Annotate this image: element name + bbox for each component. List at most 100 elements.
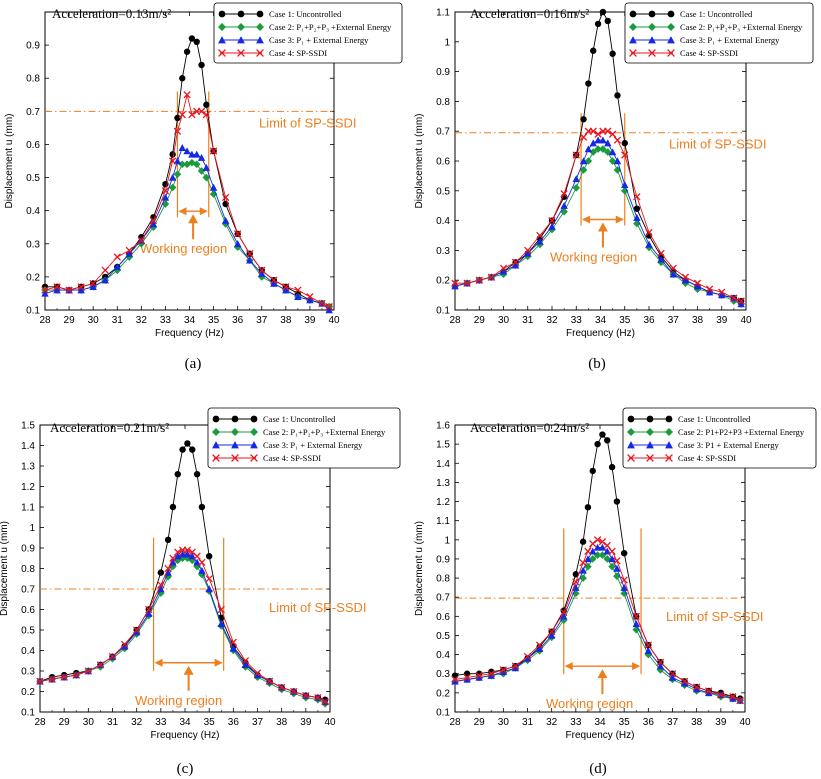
series-case-2-line: [454, 148, 742, 305]
series-case-1-point: [594, 440, 601, 448]
series-case-3-point: [705, 288, 714, 296]
legend-marker-4: [212, 454, 220, 462]
legend: Case 1: Uncontrolled Case 2: P1+P2+P3 +Ex…: [622, 407, 817, 469]
working-region-arrowhead-right: [632, 662, 641, 671]
series-case-3-point: [579, 157, 588, 165]
series-case-4-point: [608, 130, 617, 138]
series-case-4-point: [589, 539, 597, 548]
series-case-4-point: [265, 677, 274, 685]
series-case-1-point: [184, 440, 191, 447]
working-region-arrowhead-left: [564, 662, 573, 671]
series-case-4-point: [705, 687, 713, 695]
series-case-4-point: [193, 552, 201, 560]
series-case-4-point: [282, 283, 290, 291]
series-case-3-point: [164, 568, 172, 576]
series-case-4-point: [294, 286, 302, 294]
y-tick-label: 0.3: [26, 239, 40, 250]
series-case-4-point: [718, 288, 726, 296]
series-case-4-point: [613, 136, 622, 144]
legend-label-4: Case 4: SP-SSDI: [680, 48, 738, 58]
series-case-3-point: [178, 550, 187, 558]
series-case-3-point: [693, 282, 702, 290]
y-tick-label: 0.3: [21, 667, 35, 678]
chart-panel-3: 28 29 30 31 32 33 34 35 36 37 38 39 40 0.1 0.2 0.3 0.4 0.…: [0, 407, 401, 777]
legend-marker-2: [250, 428, 258, 436]
series-case-3-point: [174, 552, 182, 560]
series-case-2-point: [603, 555, 612, 563]
series-case-1: [41, 35, 333, 310]
x-tick-label: 29: [59, 717, 71, 728]
series-case-3-point: [599, 136, 607, 144]
x-axis-label: Frequency (Hz): [151, 730, 220, 741]
legend-marker-2: [665, 428, 673, 436]
y-tick-label: 1.5: [21, 421, 35, 432]
x-tick-label: 40: [740, 315, 752, 326]
x-tick-label: 35: [619, 717, 631, 728]
series-case-4-point: [536, 231, 544, 240]
series-case-3-point: [692, 685, 701, 693]
x-tick-label: 38: [276, 717, 288, 728]
series-case-2-point: [579, 574, 587, 582]
x-tick-label: 39: [716, 315, 728, 326]
x-tick-label: 36: [643, 315, 655, 326]
series-case-3-point: [589, 547, 597, 555]
series-case-4-point: [48, 675, 56, 683]
y-tick-label: 0.7: [436, 127, 450, 138]
y-tick-label: 0.7: [21, 585, 35, 596]
y-tick-label: 1.2: [436, 497, 450, 508]
series-case-4-point: [157, 581, 165, 589]
series-case-4-point: [560, 190, 568, 198]
series-case-4-point: [705, 285, 714, 293]
legend-marker-1: [648, 10, 656, 18]
working-region-pointer-head: [183, 665, 194, 675]
series-case-2-point: [178, 160, 187, 169]
legend-label-1: Case 1: Uncontrolled: [680, 9, 753, 19]
x-tick-label: 33: [160, 315, 172, 326]
series-case-4-point: [202, 110, 211, 119]
series-case-2-point: [608, 562, 616, 571]
x-tick-label: 34: [594, 717, 606, 728]
series-case-4-point: [120, 640, 129, 649]
series-case-2-point: [572, 184, 581, 192]
series-case-2-point: [188, 158, 196, 167]
series-case-4-point: [234, 230, 242, 238]
series-case-2-point: [620, 187, 629, 195]
x-tick-label: 31: [522, 717, 534, 728]
legend-marker-1: [646, 415, 654, 423]
legend-marker-1: [218, 10, 226, 18]
legend-label-3: Case 3: P₁ + External Energy: [269, 35, 369, 45]
series-case-3-point: [178, 144, 186, 151]
series-case-4-point: [548, 216, 556, 225]
legend-marker-3: [665, 441, 673, 449]
series-case-2-point: [197, 167, 206, 175]
working-region-label: Working region: [135, 693, 222, 708]
limit-label: Limit of SP-SSDI: [269, 600, 367, 615]
series-case-4-point: [173, 127, 182, 135]
legend-marker-3: [250, 441, 258, 449]
working-region-pointer-head: [188, 214, 199, 224]
x-tick-label: 32: [131, 717, 143, 728]
series-case-2-point: [161, 200, 170, 208]
series-case-3-point: [325, 306, 333, 314]
series-case-4-point: [511, 258, 520, 266]
y-tick-label: 0.2: [26, 272, 40, 283]
series-case-4-point: [730, 294, 738, 302]
y-tick-label: 0.4: [26, 206, 40, 217]
limit-label: Limit of SP-SSDI: [259, 115, 357, 130]
x-tick-label: 31: [107, 717, 119, 728]
series-case-1-point: [189, 446, 196, 453]
series-case-4-point: [290, 687, 298, 696]
working-region-label: Working region: [140, 241, 227, 256]
legend-marker-1: [629, 10, 637, 18]
y-tick-label: 1.6: [436, 421, 450, 432]
series-case-4-point: [221, 193, 230, 202]
y-tick-label: 1.1: [436, 8, 450, 19]
y-tick-label: 0.9: [436, 67, 450, 78]
series-case-3-point: [511, 664, 520, 672]
series-case-1-point: [198, 61, 205, 69]
y-axis-label: Displacement u (mm): [414, 521, 425, 616]
legend-marker-3: [231, 441, 239, 449]
y-tick-label: 0.6: [436, 157, 450, 168]
series-case-2-line: [39, 557, 326, 705]
x-tick-label: 40: [328, 315, 340, 326]
